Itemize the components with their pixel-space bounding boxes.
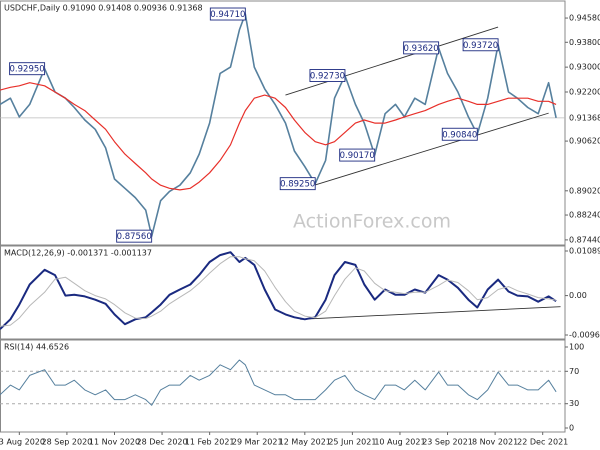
annotation-box <box>441 127 478 141</box>
x-tick-label: 29 Mar 2021 <box>232 438 283 447</box>
panel-frame <box>0 339 566 433</box>
annotation-label: 0.87560 <box>117 232 152 242</box>
last-price-box <box>566 111 600 124</box>
y-tick-label: 70 <box>569 367 579 376</box>
x-tick-label: 10 Aug 2021 <box>374 438 425 447</box>
series-line <box>0 82 557 191</box>
y-tick-label: 0 <box>569 424 574 433</box>
y-tick-label: -0.009627 <box>569 331 600 340</box>
x-tick-label: 8 Nov 2021 <box>472 438 518 447</box>
x-tick-label: 11 Nov 2020 <box>89 438 140 447</box>
x-tick-label: 28 Dec 2020 <box>137 438 188 447</box>
annotation-label: 0.93620 <box>404 44 439 54</box>
x-tick-label: 22 Dec 2021 <box>517 438 568 447</box>
x-tick-label: 11 Feb 2021 <box>185 438 235 447</box>
annotation-box <box>403 41 440 55</box>
annotation-label: 0.90170 <box>340 151 375 161</box>
annotation-label: 0.90840 <box>442 130 477 140</box>
y-tick-label: 0.93000 <box>569 63 600 72</box>
y-tick-label: 0.92200 <box>569 87 600 96</box>
panel-title: USDCHF,Daily 0.91090 0.91408 0.90936 0.9… <box>4 4 203 13</box>
watermark: ActionForex.com <box>293 211 451 233</box>
x-tick-label: 28 Sep 2020 <box>42 438 93 447</box>
annotation-label: 0.93720 <box>463 41 498 51</box>
annotation-box <box>209 7 246 21</box>
panel-title: RSI(14) 44.6526 <box>4 343 69 352</box>
annotation-label: 0.92950 <box>10 65 45 75</box>
y-tick-label: 0.88240 <box>569 211 600 220</box>
panel-frame <box>0 245 566 340</box>
annotation-box <box>309 69 346 82</box>
annotation-box <box>462 38 499 52</box>
y-tick-label: 0.93800 <box>569 38 600 47</box>
last-price-label: 0.91368 <box>569 113 600 122</box>
annotation-label: 0.92730 <box>310 72 345 82</box>
y-tick-label: 30 <box>569 399 579 408</box>
trend-line <box>300 306 561 320</box>
series-line <box>0 251 557 330</box>
y-tick-label: 0.010896 <box>569 247 600 256</box>
series-line <box>0 13 557 237</box>
y-tick-label: 0.00 <box>569 291 587 300</box>
panel-title: MACD(12,26,9) -0.001371 -0.001137 <box>4 249 152 258</box>
series-line <box>0 359 557 406</box>
panel-frame <box>0 0 566 246</box>
annotation-box <box>279 177 316 191</box>
series-line <box>0 256 557 327</box>
y-tick-label: 0.87440 <box>569 235 600 244</box>
y-tick-label: 0.90620 <box>569 137 600 146</box>
x-tick-label: 25 Jun 2021 <box>328 438 376 447</box>
annotation-label: 0.94710 <box>210 10 245 20</box>
annotation-box <box>9 62 46 76</box>
y-tick-label: 100 <box>569 343 584 352</box>
y-tick-label: 0.89020 <box>569 186 600 195</box>
trend-line <box>315 112 549 186</box>
y-tick-label: 0.94580 <box>569 14 600 23</box>
annotation-box <box>339 148 376 162</box>
x-tick-label: 23 Sep 2021 <box>422 438 473 447</box>
x-tick-label: 12 May 2021 <box>279 438 331 447</box>
annotation-label: 0.89250 <box>280 180 315 190</box>
annotation-box <box>116 229 153 243</box>
x-tick-label: 13 Aug 2020 <box>0 438 45 447</box>
